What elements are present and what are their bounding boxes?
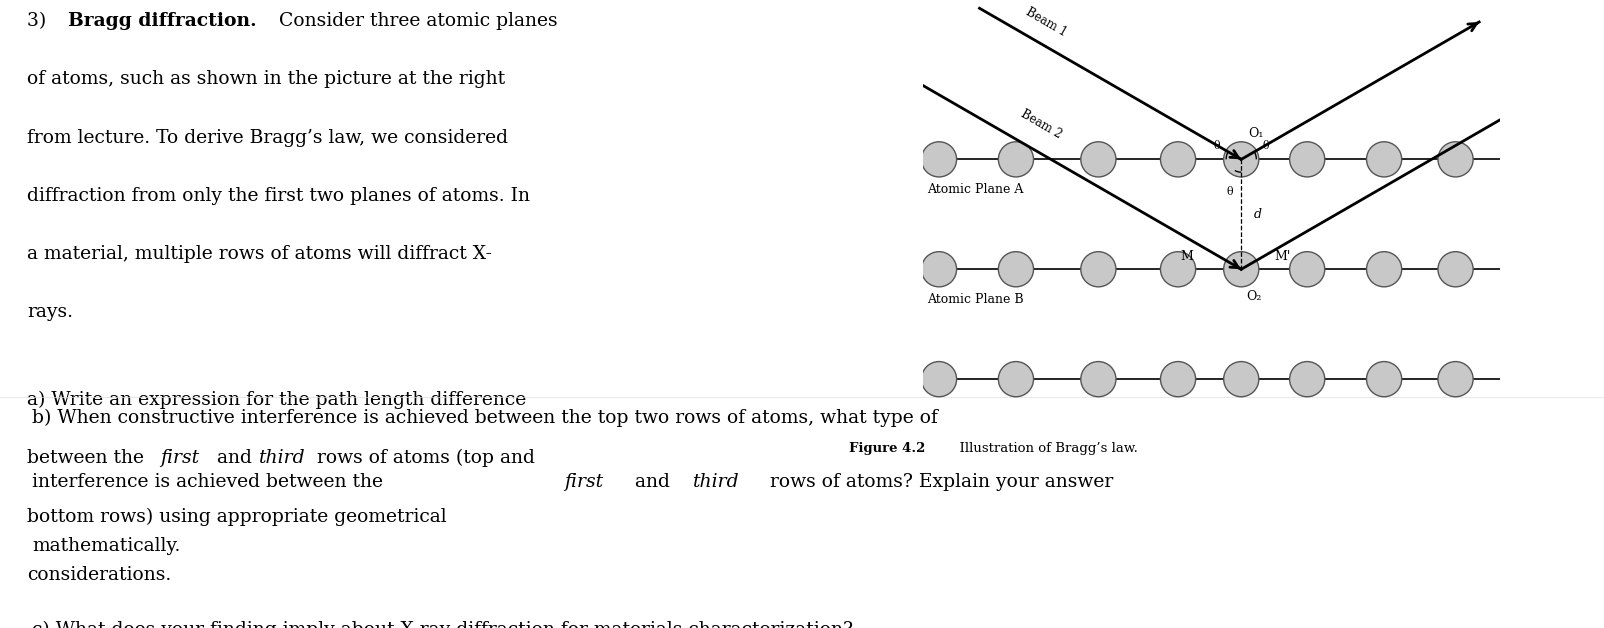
Text: rows of atoms (top and: rows of atoms (top and — [311, 449, 534, 467]
Circle shape — [1367, 252, 1402, 287]
Circle shape — [1081, 362, 1116, 397]
Circle shape — [1224, 142, 1259, 177]
Text: d: d — [1253, 208, 1261, 221]
Text: Illustration of Bragg’s law.: Illustration of Bragg’s law. — [951, 442, 1137, 455]
Text: from lecture. To derive Bragg’s law, we considered: from lecture. To derive Bragg’s law, we … — [27, 129, 508, 146]
Circle shape — [1367, 362, 1402, 397]
Circle shape — [1290, 142, 1325, 177]
Text: third: third — [258, 449, 305, 467]
Text: and: and — [629, 473, 675, 491]
Text: O₂: O₂ — [1246, 290, 1262, 303]
Circle shape — [1160, 362, 1195, 397]
Text: considerations.: considerations. — [27, 566, 172, 583]
Text: a) Write an expression for the path length difference: a) Write an expression for the path leng… — [27, 391, 526, 409]
Text: Beam 2: Beam 2 — [1019, 107, 1063, 141]
Text: M': M' — [1274, 250, 1291, 263]
Text: θ: θ — [1262, 141, 1269, 151]
Circle shape — [1224, 252, 1259, 287]
Text: rows of atoms? Explain your answer: rows of atoms? Explain your answer — [764, 473, 1113, 491]
Circle shape — [1160, 142, 1195, 177]
Circle shape — [1224, 362, 1259, 397]
Text: θ: θ — [1227, 187, 1233, 197]
Text: third: third — [693, 473, 739, 491]
Text: first: first — [565, 473, 603, 491]
Text: interference is achieved between the: interference is achieved between the — [32, 473, 390, 491]
Circle shape — [1367, 142, 1402, 177]
Text: Atomic Plane B: Atomic Plane B — [927, 293, 1023, 306]
Circle shape — [1437, 362, 1472, 397]
Text: rays.: rays. — [27, 303, 72, 322]
Text: bottom rows) using appropriate geometrical: bottom rows) using appropriate geometric… — [27, 507, 446, 526]
Text: between the: between the — [27, 449, 149, 467]
Text: c) What does your finding imply about X-ray diffraction for materials characteri: c) What does your finding imply about X-… — [32, 621, 853, 628]
Circle shape — [921, 252, 956, 287]
Text: Beam 1: Beam 1 — [1023, 5, 1068, 39]
Text: Bragg diffraction.: Bragg diffraction. — [69, 12, 257, 30]
Circle shape — [921, 362, 956, 397]
Text: a material, multiple rows of atoms will diffract X-: a material, multiple rows of atoms will … — [27, 245, 492, 263]
Text: of atoms, such as shown in the picture at the right: of atoms, such as shown in the picture a… — [27, 70, 505, 89]
Text: M: M — [1181, 250, 1193, 263]
Text: mathematically.: mathematically. — [32, 538, 181, 555]
Circle shape — [998, 252, 1033, 287]
Text: θ: θ — [1213, 141, 1219, 151]
Text: and: and — [212, 449, 258, 467]
Text: Figure 4.2: Figure 4.2 — [849, 442, 926, 455]
Circle shape — [921, 142, 956, 177]
Circle shape — [1081, 252, 1116, 287]
Text: first: first — [160, 449, 199, 467]
Text: Atomic Plane A: Atomic Plane A — [927, 183, 1023, 196]
Circle shape — [1081, 142, 1116, 177]
Text: diffraction from only the first two planes of atoms. In: diffraction from only the first two plan… — [27, 187, 529, 205]
Text: Consider three atomic planes: Consider three atomic planes — [273, 12, 558, 30]
Circle shape — [998, 142, 1033, 177]
Text: O₁: O₁ — [1248, 127, 1264, 139]
Text: 3): 3) — [27, 12, 53, 30]
Text: b) When constructive interference is achieved between the top two rows of atoms,: b) When constructive interference is ach… — [32, 408, 938, 426]
Circle shape — [1437, 252, 1472, 287]
Circle shape — [998, 362, 1033, 397]
Circle shape — [1160, 252, 1195, 287]
Circle shape — [1290, 362, 1325, 397]
Circle shape — [1290, 252, 1325, 287]
Circle shape — [1437, 142, 1472, 177]
